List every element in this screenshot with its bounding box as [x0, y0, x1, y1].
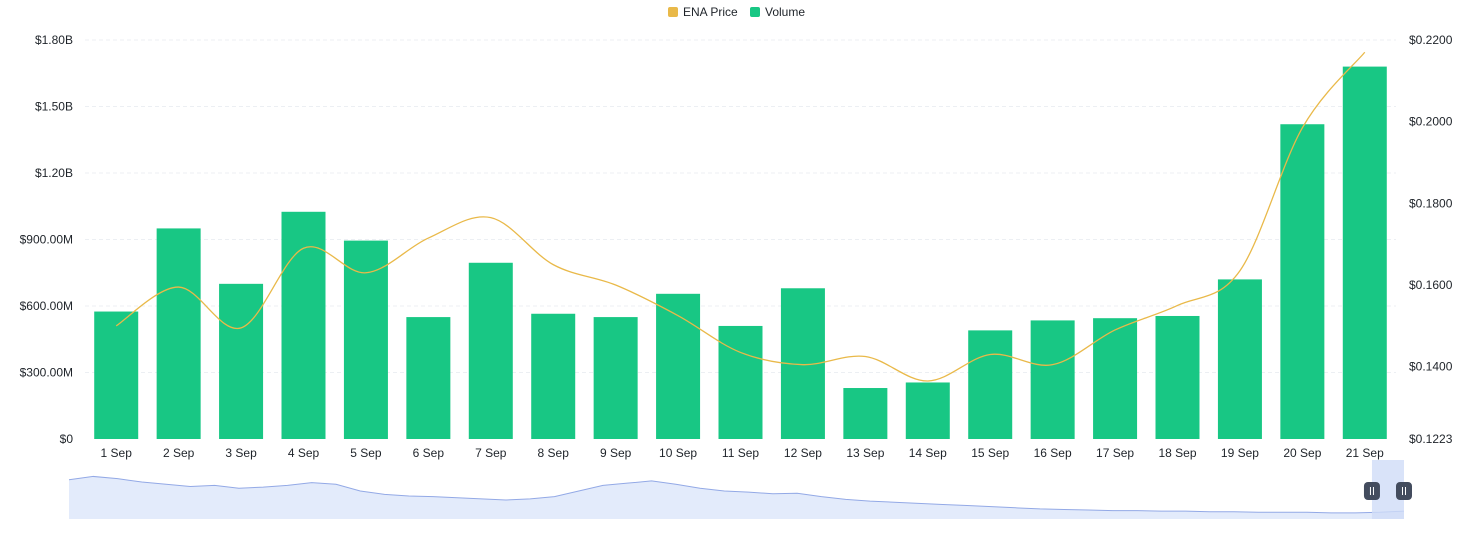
volume-bar[interactable]	[281, 211, 326, 439]
volume-bar[interactable]	[468, 262, 513, 439]
x-tick-label: 21 Sep	[1346, 446, 1384, 460]
volume-bar[interactable]	[219, 283, 264, 439]
x-tick-label: 9 Sep	[600, 446, 632, 460]
legend-price-label: ENA Price	[683, 5, 738, 19]
x-tick-label: 5 Sep	[350, 446, 382, 460]
left-tick-label: $1.80B	[35, 33, 73, 47]
legend-item-price[interactable]: ENA Price	[668, 5, 738, 19]
right-tick-label: $0.2200	[1409, 33, 1453, 47]
x-tick-label: 2 Sep	[163, 446, 195, 460]
x-tick-label: 12 Sep	[784, 446, 822, 460]
volume-bar[interactable]	[343, 240, 388, 439]
navigator-handle-left[interactable]	[1363, 482, 1380, 500]
right-axis-ticks: $0.1223 $0.1400 $0.1600 $0.1800 $0.2000 $0.22…	[1409, 33, 1453, 446]
volume-bar[interactable]	[843, 388, 888, 439]
price-line[interactable]	[115, 51, 1366, 382]
x-tick-label: 3 Sep	[225, 446, 257, 460]
x-tick-label: 20 Sep	[1283, 446, 1321, 460]
left-axis-ticks: $0 $300.00M $600.00M $900.00M $1.20B $1.50B $1…	[20, 33, 74, 446]
volume-bar[interactable]	[656, 293, 701, 439]
volume-bar[interactable]	[718, 325, 763, 439]
volume-bar[interactable]	[968, 330, 1013, 439]
volume-bar[interactable]	[1093, 318, 1138, 439]
volume-bar[interactable]	[593, 317, 638, 439]
x-tick-label: 15 Sep	[971, 446, 1009, 460]
right-tick-label: $0.1800	[1409, 196, 1453, 210]
left-tick-label: $1.50B	[35, 100, 73, 114]
x-axis-ticks: 1 Sep 2 Sep 3 Sep 4 Sep 5 Sep 6 Sep 7 Sep 8 Sep…	[101, 446, 1385, 460]
left-tick-label: $600.00M	[20, 299, 73, 313]
right-tick-label: $0.2000	[1409, 115, 1453, 129]
range-navigator[interactable]	[68, 460, 1412, 519]
left-tick-label: $0	[60, 432, 74, 446]
x-tick-label: 8 Sep	[538, 446, 570, 460]
price-line-group	[115, 51, 1366, 382]
x-tick-label: 7 Sep	[475, 446, 507, 460]
right-tick-label: $0.1400	[1409, 360, 1453, 374]
x-tick-label: 18 Sep	[1158, 446, 1196, 460]
volume-bar[interactable]	[1280, 124, 1325, 439]
x-tick-label: 17 Sep	[1096, 446, 1134, 460]
x-tick-label: 10 Sep	[659, 446, 697, 460]
navigator-handle-right[interactable]	[1396, 482, 1412, 500]
volume-bar[interactable]	[1342, 66, 1387, 439]
navigator-line	[68, 475, 1405, 514]
x-tick-label: 13 Sep	[846, 446, 884, 460]
volume-bar[interactable]	[1030, 320, 1075, 439]
volume-bar[interactable]	[1217, 279, 1262, 439]
volume-bar[interactable]	[531, 313, 576, 439]
right-tick-label: $0.1600	[1409, 278, 1453, 292]
volume-bar[interactable]	[94, 311, 139, 439]
volume-bar[interactable]	[406, 317, 451, 439]
volume-bar[interactable]	[905, 382, 950, 439]
volume-bar[interactable]	[156, 228, 201, 439]
x-tick-label: 11 Sep	[722, 446, 759, 460]
left-tick-label: $1.20B	[35, 166, 73, 180]
x-tick-label: 19 Sep	[1221, 446, 1259, 460]
volume-bars	[94, 66, 1387, 439]
volume-bar[interactable]	[1155, 315, 1200, 439]
x-tick-label: 16 Sep	[1034, 446, 1072, 460]
x-tick-label: 1 Sep	[101, 446, 133, 460]
legend-volume-swatch	[750, 7, 760, 17]
navigator-area	[69, 476, 1404, 519]
left-tick-label: $300.00M	[20, 366, 73, 380]
left-tick-label: $900.00M	[20, 233, 73, 247]
legend-volume-label: Volume	[765, 5, 805, 19]
x-tick-label: 6 Sep	[413, 446, 445, 460]
x-tick-label: 4 Sep	[288, 446, 320, 460]
right-tick-label: $0.1223	[1409, 432, 1453, 446]
legend-price-swatch	[668, 7, 678, 17]
x-tick-label: 14 Sep	[909, 446, 947, 460]
legend: ENA Price Volume	[668, 5, 805, 19]
legend-item-volume[interactable]: Volume	[750, 5, 805, 19]
